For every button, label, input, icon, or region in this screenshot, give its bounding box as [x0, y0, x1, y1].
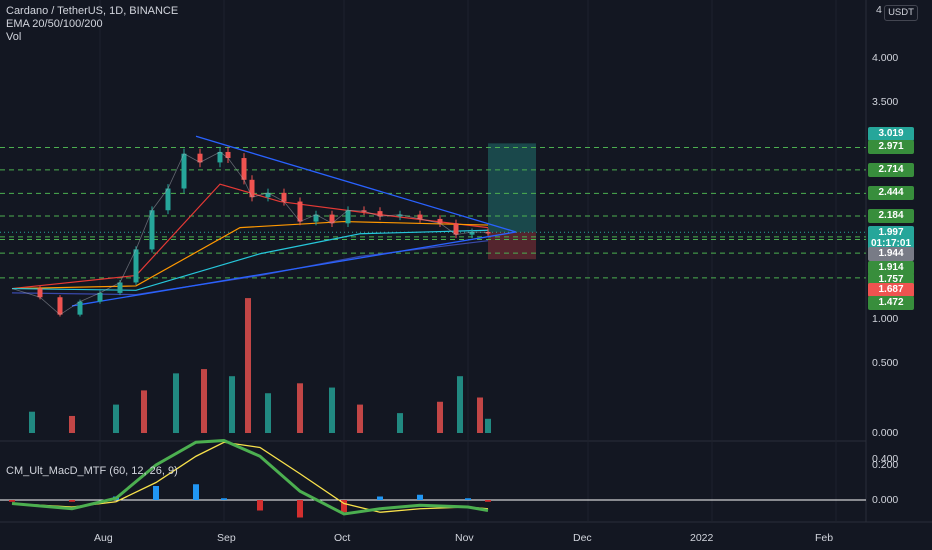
- candle-body: [485, 232, 491, 234]
- price-tag-level: 2.714: [868, 163, 914, 177]
- candle-body: [281, 192, 287, 202]
- candle-body: [149, 210, 155, 250]
- close-line: [11, 151, 489, 316]
- price-tag-level: 2.444: [868, 186, 914, 200]
- candle-body: [181, 153, 187, 189]
- volume-bar: [457, 376, 463, 433]
- trendline: [71, 231, 517, 307]
- macd-histogram-bar: [153, 486, 159, 500]
- ema-line: [11, 229, 489, 291]
- volume-bar: [29, 411, 35, 433]
- volume-bar: [265, 393, 271, 433]
- stop-zone: [488, 232, 536, 260]
- ema-line: [11, 183, 489, 290]
- volume-bar: [141, 390, 147, 433]
- macd-histogram-bar: [69, 500, 75, 502]
- volume-bar: [437, 401, 443, 433]
- candle-body: [345, 210, 351, 224]
- volume-bar: [329, 387, 335, 433]
- candle-body: [37, 288, 43, 298]
- candle-body: [77, 301, 83, 315]
- last-price-tag: 1.997: [868, 226, 914, 240]
- candle-body: [217, 151, 223, 163]
- volume-bar: [245, 298, 251, 433]
- ema-indicator-label: EMA 20/50/100/200: [6, 18, 103, 30]
- macd-histogram-bar: [297, 500, 303, 518]
- candle-body: [437, 218, 443, 224]
- candle-body: [417, 214, 423, 219]
- candle-body: [313, 214, 319, 222]
- volume-bar: [229, 376, 235, 433]
- time-tick: 2022: [690, 532, 714, 544]
- candle-body: [265, 192, 271, 198]
- macd-histogram-bar: [257, 500, 263, 511]
- ema-line: [11, 220, 489, 290]
- candle-body: [377, 211, 383, 217]
- candle-body: [165, 188, 171, 211]
- candle-body: [225, 151, 231, 159]
- time-tick: Oct: [334, 532, 351, 544]
- volume-bar: [173, 373, 179, 433]
- price-tag-stop: 1.687: [868, 283, 914, 297]
- candle-body: [117, 282, 123, 293]
- macd-histogram-bar: [9, 500, 15, 502]
- price-tag-level: 1.944: [868, 247, 914, 261]
- candle-body: [133, 249, 139, 283]
- volume-bar: [113, 404, 119, 433]
- macd-tick: 0.400: [872, 453, 899, 465]
- time-tick: Feb: [815, 532, 834, 544]
- candle-body: [329, 214, 335, 224]
- candle-body: [397, 214, 403, 217]
- macd-signal-line: [11, 441, 489, 513]
- volume-bar: [201, 369, 207, 433]
- price-tag-level: 1.914: [868, 261, 914, 275]
- volume-bar: [485, 418, 491, 433]
- volume-bar: [357, 404, 363, 433]
- time-tick: Aug: [94, 532, 113, 544]
- volume-indicator-label: Vol: [6, 31, 22, 43]
- price-tick-top: 4: [876, 4, 882, 16]
- candle-body: [453, 223, 459, 235]
- macd-histogram-bar: [221, 498, 227, 500]
- volume-tick: 0.000: [872, 427, 899, 439]
- macd-line: [11, 438, 489, 516]
- price-tick: 3.500: [872, 96, 899, 108]
- macd-histogram-bar: [485, 500, 491, 502]
- candle-body: [57, 297, 63, 315]
- macd-histogram-bar: [193, 484, 199, 500]
- candle-body: [469, 232, 475, 235]
- candle-body: [249, 179, 255, 198]
- currency-button[interactable]: USDT: [884, 5, 918, 21]
- price-tag-level: 1.472: [868, 296, 914, 310]
- price-tick: 4.000: [872, 52, 899, 64]
- time-tick: Sep: [217, 532, 236, 544]
- price-tag-level: 2.971: [868, 140, 914, 154]
- volume-tick: 0.500: [872, 357, 899, 369]
- volume-bar: [297, 383, 303, 433]
- price-tag-level: 2.184: [868, 209, 914, 223]
- macd-histogram-bar: [465, 498, 471, 500]
- time-tick: Nov: [455, 532, 474, 544]
- volume-bar: [397, 413, 403, 433]
- macd-histogram-bar: [377, 496, 383, 500]
- macd-tick: 0.200: [872, 459, 899, 471]
- candle-body: [297, 201, 303, 222]
- macd-histogram-bar: [341, 500, 347, 513]
- time-tick: Dec: [573, 532, 592, 544]
- candle-body: [197, 153, 203, 163]
- price-tick: 1.000: [872, 313, 899, 325]
- volume-bar: [477, 397, 483, 433]
- volume-bar: [69, 415, 75, 433]
- candle-body: [241, 158, 247, 180]
- symbol-title: Cardano / TetherUS, 1D, BINANCE: [6, 5, 179, 17]
- macd-tick: 0.000: [872, 494, 899, 506]
- target-zone: [488, 143, 536, 233]
- price-tag-target: 3.019: [868, 127, 914, 141]
- candle-body: [97, 292, 103, 302]
- macd-indicator-label: CM_Ult_MacD_MTF (60, 12, 26, 9): [6, 465, 178, 477]
- trendline: [195, 135, 517, 233]
- macd-histogram-bar: [417, 494, 423, 500]
